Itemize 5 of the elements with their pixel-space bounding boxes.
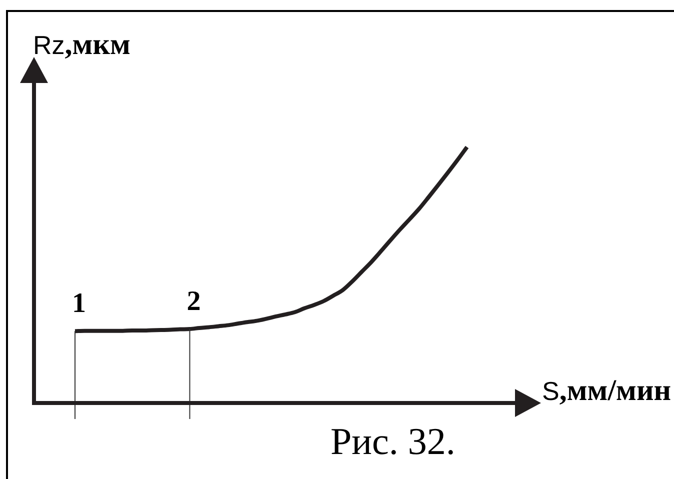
text: Рис. 32. bbox=[330, 421, 456, 463]
y-axis-title: Rz,мкм bbox=[33, 28, 130, 61]
annotation: 2 bbox=[186, 286, 201, 318]
annotation: 1 bbox=[72, 288, 86, 320]
x-axis-title: S,мм/мин bbox=[542, 374, 672, 407]
